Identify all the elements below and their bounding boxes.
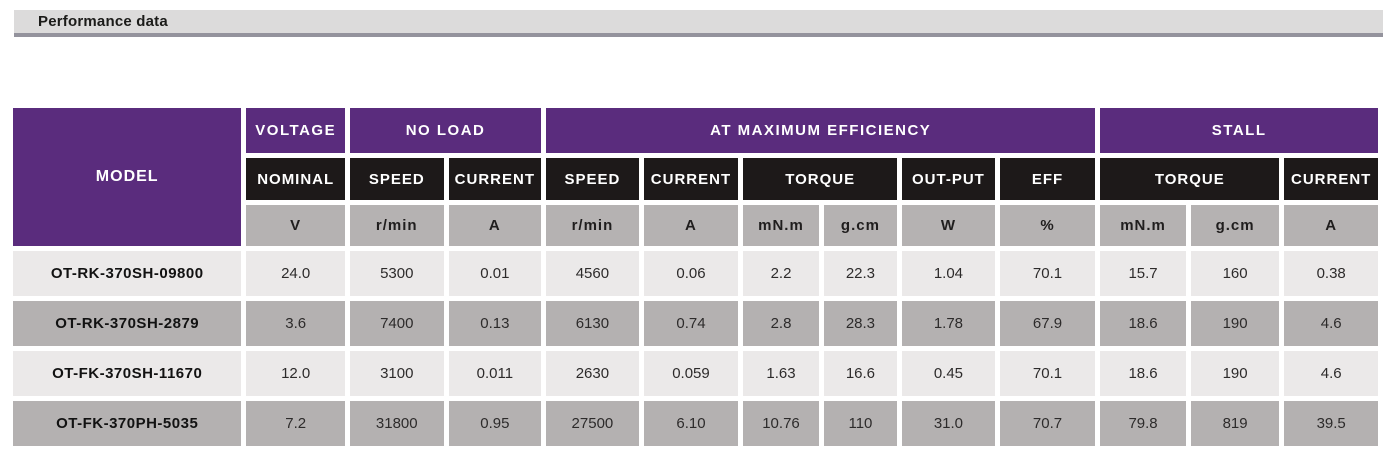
value-cell: 70.7 xyxy=(999,401,1096,446)
value-cell: 31.0 xyxy=(902,401,995,446)
unit-header-a: A xyxy=(1284,205,1378,246)
value-cell: 2.8 xyxy=(743,301,819,346)
value-cell: 4.6 xyxy=(1284,301,1378,346)
table-row-ot-rk-370sh-09800: OT-RK-370SH-09800 24.0 5300 0.01 4560 0.06 2.2… xyxy=(13,251,1378,296)
header-sub-row: NOMINAL SPEED CURRENT SPEED CURRENT TORQUE OUT… xyxy=(13,158,1378,200)
value-cell: 7400 xyxy=(349,301,444,346)
table-row-ot-fk-370ph-5035: OT-FK-370PH-5035 7.2 31800 0.95 27500 6.10 10.… xyxy=(13,401,1378,446)
value-cell: 6130 xyxy=(546,301,639,346)
model-cell: OT-FK-370PH-5035 xyxy=(13,401,242,446)
sub-header-out-put: OUT-PUT xyxy=(902,158,995,200)
unit-header-: % xyxy=(999,205,1096,246)
value-cell: 0.38 xyxy=(1284,251,1378,296)
value-cell: 110 xyxy=(823,401,898,446)
sub-header-eff: EFF xyxy=(999,158,1096,200)
value-cell: 2.2 xyxy=(743,251,819,296)
value-cell: 6.10 xyxy=(643,401,739,446)
value-cell: 2630 xyxy=(546,351,639,396)
value-cell: 0.059 xyxy=(643,351,739,396)
unit-header-g-cm: g.cm xyxy=(1190,205,1280,246)
value-cell: 16.6 xyxy=(823,351,898,396)
performance-data-table: MODEL VOLTAGE NO LOAD AT MAXIMUM EFFICIENC… xyxy=(8,103,1383,451)
table-body: OT-RK-370SH-09800 24.0 5300 0.01 4560 0.06 2.2… xyxy=(13,251,1378,446)
sub-header-torque: TORQUE xyxy=(1100,158,1280,200)
value-cell: 0.06 xyxy=(643,251,739,296)
value-cell: 160 xyxy=(1190,251,1280,296)
value-cell: 4.6 xyxy=(1284,351,1378,396)
value-cell: 39.5 xyxy=(1284,401,1378,446)
sub-header-speed: SPEED xyxy=(546,158,639,200)
unit-header-g-cm: g.cm xyxy=(823,205,898,246)
sub-header-nominal: NOMINAL xyxy=(246,158,345,200)
table-head: MODEL VOLTAGE NO LOAD AT MAXIMUM EFFICIENC… xyxy=(13,108,1378,246)
value-cell: 0.011 xyxy=(448,351,542,396)
value-cell: 0.45 xyxy=(902,351,995,396)
group-header-no-load: NO LOAD xyxy=(349,108,542,153)
unit-header-r-min: r/min xyxy=(546,205,639,246)
section-header-bar: Performance data xyxy=(14,10,1383,37)
unit-header-mn-m: mN.m xyxy=(743,205,819,246)
group-header-at-maximum-efficiency: AT MAXIMUM EFFICIENCY xyxy=(546,108,1096,153)
value-cell: 67.9 xyxy=(999,301,1096,346)
value-cell: 31800 xyxy=(349,401,444,446)
value-cell: 24.0 xyxy=(246,251,345,296)
model-cell: OT-FK-370SH-11670 xyxy=(13,351,242,396)
value-cell: 3.6 xyxy=(246,301,345,346)
table-row-ot-rk-370sh-2879: OT-RK-370SH-2879 3.6 7400 0.13 6130 0.74 2.8 28… xyxy=(13,301,1378,346)
value-cell: 0.01 xyxy=(448,251,542,296)
value-cell: 190 xyxy=(1190,351,1280,396)
value-cell: 1.63 xyxy=(743,351,819,396)
model-cell: OT-RK-370SH-09800 xyxy=(13,251,242,296)
sub-header-current: CURRENT xyxy=(448,158,542,200)
value-cell: 819 xyxy=(1190,401,1280,446)
sub-header-torque: TORQUE xyxy=(743,158,898,200)
unit-header-v: V xyxy=(246,205,345,246)
table-row-ot-fk-370sh-11670: OT-FK-370SH-11670 12.0 3100 0.011 2630 0.059 1… xyxy=(13,351,1378,396)
value-cell: 10.76 xyxy=(743,401,819,446)
section-title: Performance data xyxy=(38,13,168,30)
unit-header-a: A xyxy=(643,205,739,246)
value-cell: 15.7 xyxy=(1100,251,1186,296)
group-header-voltage: VOLTAGE xyxy=(246,108,345,153)
value-cell: 5300 xyxy=(349,251,444,296)
sub-header-current: CURRENT xyxy=(643,158,739,200)
value-cell: 28.3 xyxy=(823,301,898,346)
value-cell: 12.0 xyxy=(246,351,345,396)
value-cell: 22.3 xyxy=(823,251,898,296)
value-cell: 1.78 xyxy=(902,301,995,346)
unit-header-r-min: r/min xyxy=(349,205,444,246)
value-cell: 18.6 xyxy=(1100,351,1186,396)
value-cell: 70.1 xyxy=(999,251,1096,296)
sub-header-current: CURRENT xyxy=(1284,158,1378,200)
value-cell: 0.74 xyxy=(643,301,739,346)
unit-header-a: A xyxy=(448,205,542,246)
value-cell: 27500 xyxy=(546,401,639,446)
value-cell: 70.1 xyxy=(999,351,1096,396)
value-cell: 0.95 xyxy=(448,401,542,446)
value-cell: 1.04 xyxy=(902,251,995,296)
unit-header-w: W xyxy=(902,205,995,246)
value-cell: 7.2 xyxy=(246,401,345,446)
model-column-header: MODEL xyxy=(13,108,242,246)
sub-header-speed: SPEED xyxy=(349,158,444,200)
value-cell: 3100 xyxy=(349,351,444,396)
model-cell: OT-RK-370SH-2879 xyxy=(13,301,242,346)
value-cell: 0.13 xyxy=(448,301,542,346)
value-cell: 190 xyxy=(1190,301,1280,346)
unit-header-mn-m: mN.m xyxy=(1100,205,1186,246)
value-cell: 79.8 xyxy=(1100,401,1186,446)
value-cell: 4560 xyxy=(546,251,639,296)
group-header-stall: STALL xyxy=(1100,108,1378,153)
value-cell: 18.6 xyxy=(1100,301,1186,346)
header-group-row: MODEL VOLTAGE NO LOAD AT MAXIMUM EFFICIENC… xyxy=(13,108,1378,246)
